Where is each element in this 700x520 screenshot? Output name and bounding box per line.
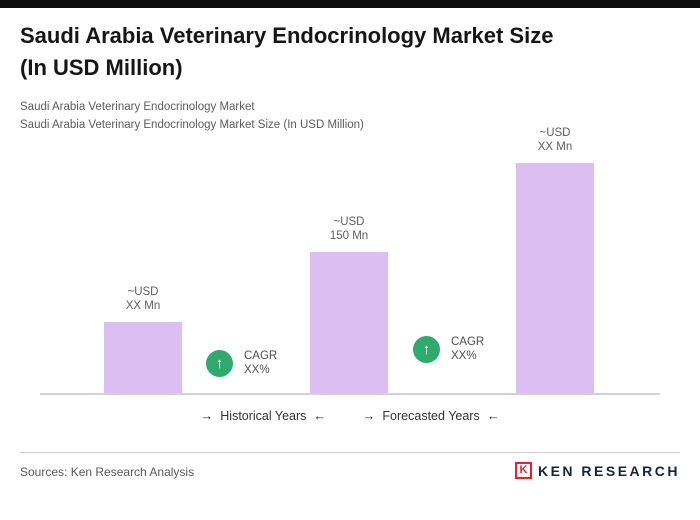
page-title-line-1: Saudi Arabia Veterinary Endocrinology Ma…: [20, 23, 554, 48]
ken-research-logo-icon: K: [514, 462, 532, 479]
growth-up-arrow-icon: ↑: [413, 335, 440, 363]
subtitle-block: Saudi Arabia Veterinary Endocrinology Ma…: [20, 98, 680, 134]
top-accent-bar: [0, 0, 700, 8]
bar-label-line-2: XX Mn: [125, 300, 161, 312]
bar-forecast: [516, 163, 594, 393]
forecasted-years-label: → Forecasted Years ←: [362, 408, 499, 423]
cagr-label-line-1: CAGR: [451, 336, 485, 348]
bar-historical: [104, 322, 182, 393]
bar-mid: [310, 252, 388, 393]
bar-data-label: ~USD XX Mn: [538, 126, 573, 154]
cagr-label-line-1: CAGR: [244, 350, 278, 362]
bar-data-label: ~USD 150 Mn: [330, 215, 368, 243]
forecasted-years-text: Forecasted Years: [382, 408, 480, 423]
right-arrow-icon: →: [362, 408, 376, 423]
right-arrow-icon: →: [200, 408, 214, 423]
bar-label-line-2: XX Mn: [537, 141, 573, 153]
bar-group-mid: ~USD 150 Mn: [310, 215, 388, 393]
page-title: Saudi Arabia Veterinary Endocrinology Ma…: [20, 20, 685, 84]
cagr-label-line-2: XX%: [244, 364, 270, 376]
bar-group-forecast: ~USD XX Mn: [516, 126, 594, 393]
left-arrow-icon: ←: [486, 408, 500, 423]
cagr-label-line-2: XX%: [451, 350, 477, 362]
historical-years-label: → Historical Years ←: [200, 408, 326, 423]
cagr-badge-1: ↑ CAGR XX%: [206, 349, 277, 377]
growth-up-arrow-icon: ↑: [206, 349, 233, 377]
footer-divider: [20, 452, 680, 453]
historical-years-text: Historical Years: [220, 408, 307, 423]
cagr-label: CAGR XX%: [244, 349, 277, 377]
ken-research-logo-text: KEN RESEARCH: [537, 462, 680, 479]
bar-label-line-1: ~USD: [539, 127, 571, 139]
bar-label-line-2: 150 Mn: [329, 230, 369, 242]
bar-label-line-1: ~USD: [127, 286, 159, 298]
ken-research-logo: K KEN RESEARCH: [514, 462, 680, 479]
timeline-axis: → Historical Years ← → Forecasted Years …: [0, 408, 700, 423]
page-title-line-2: (In USD Million): [20, 55, 183, 80]
left-arrow-icon: ←: [313, 408, 327, 423]
bar-data-label: ~USD XX Mn: [126, 285, 161, 313]
sources-text: Sources: Ken Research Analysis: [20, 465, 195, 479]
cagr-badge-2: ↑ CAGR XX%: [413, 335, 484, 363]
bar-group-historical: ~USD XX Mn: [104, 285, 182, 393]
bar-label-line-1: ~USD: [333, 216, 365, 228]
subtitle-line-2: Saudi Arabia Veterinary Endocrinology Ma…: [20, 119, 364, 131]
bar-chart: ~USD XX Mn ~USD 150 Mn ~USD XX Mn ↑ CAGR…: [40, 113, 660, 395]
cagr-label: CAGR XX%: [451, 335, 484, 363]
subtitle-line-1: Saudi Arabia Veterinary Endocrinology Ma…: [20, 101, 255, 113]
